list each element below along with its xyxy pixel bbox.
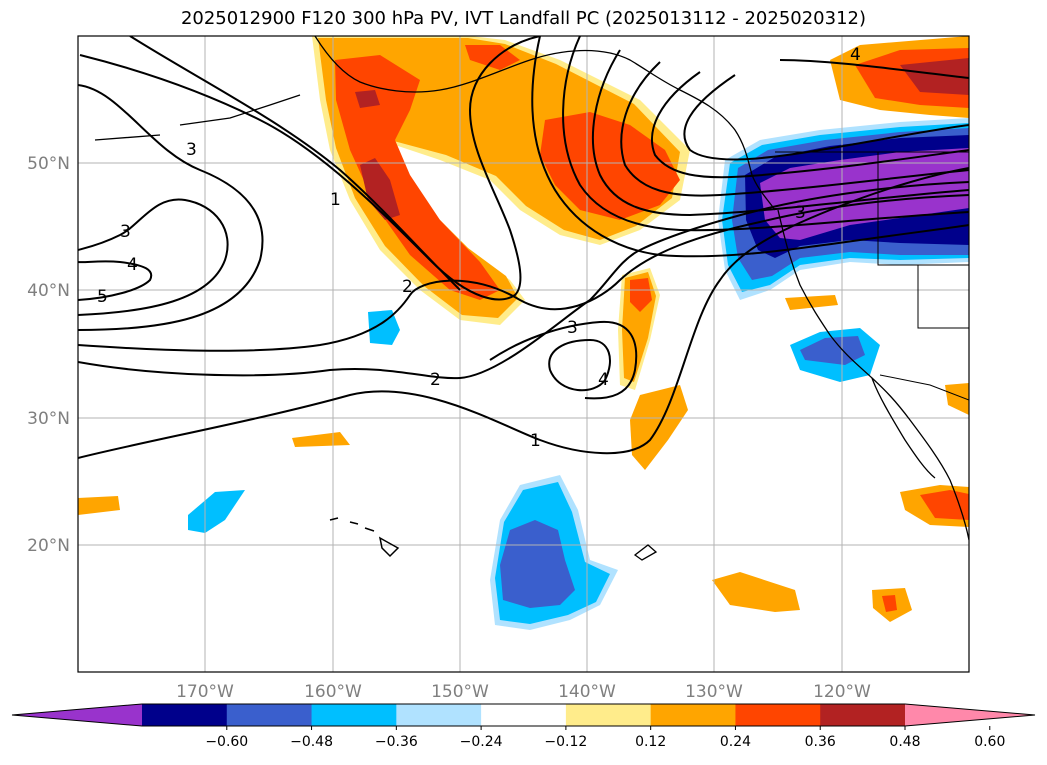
negative-anomaly-west	[188, 490, 245, 533]
border-us-canada	[775, 151, 969, 401]
hawaii-islands	[329, 517, 400, 558]
lon-label-160w: 160°W	[304, 682, 362, 702]
contour-line-ridge-4	[620, 61, 969, 197]
positive-anomaly-central-1c	[630, 278, 652, 312]
contour-label: 1	[330, 190, 341, 210]
contour-labels: 1 2 3 4 1 2 3 3 4 5 3 4	[97, 45, 861, 451]
contour-line-ridge-3	[591, 49, 969, 217]
longitude-labels: 170°W 160°W 150°W 140°W 130°W 120°W	[176, 682, 871, 702]
island-small	[633, 544, 658, 561]
colorbar-extend-min	[12, 704, 142, 726]
positive-anomaly-central-3	[785, 295, 838, 310]
colorbar-tick-label: 0.60	[974, 734, 1005, 750]
colorbar-tick-label: −0.12	[544, 734, 587, 750]
contour-label: 2	[430, 370, 441, 390]
colorbar-tick-label: 0.48	[889, 734, 920, 750]
colorbar-swatch	[142, 704, 228, 726]
contour-line-ridge-2	[562, 36, 969, 232]
lon-label-150w: 150°W	[431, 682, 489, 702]
map-title: 2025012900 F120 300 hPa PV, IVT Landfall…	[180, 8, 867, 29]
contour-label: 5	[97, 287, 108, 307]
positive-anomaly-south-2b	[882, 595, 897, 612]
lon-label-130w: 130°W	[685, 682, 743, 702]
positive-anomaly-darkred-2	[355, 90, 380, 108]
positive-anomaly-darkred-1	[360, 158, 400, 220]
colorbar-swatch	[735, 704, 821, 726]
positive-anomaly-west-1	[292, 432, 350, 447]
colorbar-swatch	[565, 704, 652, 726]
colorbar-tick-label: 0.24	[720, 734, 751, 750]
contour-label: 4	[127, 255, 138, 275]
coastline-baja	[871, 377, 936, 479]
lon-label-170w: 170°W	[176, 682, 234, 702]
map-frame	[77, 35, 970, 673]
positive-anomaly-east-edge	[945, 383, 969, 415]
contour-line-4	[78, 84, 264, 331]
contour-line-2	[78, 181, 969, 380]
positive-anomaly-bc-coast	[540, 112, 680, 220]
contour-line-6	[78, 260, 153, 301]
contour-label: 4	[598, 370, 609, 390]
contour-line-low-outer	[489, 320, 638, 400]
lon-label-140w: 140°W	[558, 682, 616, 702]
positive-anomaly-west-2	[78, 496, 120, 515]
negative-anomaly-south-blue	[500, 520, 575, 608]
map-gridlines	[78, 36, 969, 672]
colorbar-swatch	[311, 704, 397, 726]
contour-line-low-center	[548, 338, 611, 392]
lat-label-50: 50°N	[27, 154, 70, 174]
positive-anomaly-south-1	[712, 572, 800, 612]
positive-anomaly-northeast-darkred	[900, 58, 969, 95]
contour-label: 3	[186, 140, 197, 160]
ivt-shading	[78, 36, 969, 630]
colorbar-tick-label: −0.36	[375, 734, 418, 750]
negative-anomaly-baja-blue	[800, 336, 865, 365]
colorbar-swatch	[396, 704, 482, 726]
colorbar-swatch	[481, 704, 567, 726]
negative-anomaly-hawaii-n	[368, 310, 400, 345]
contour-label: 1	[530, 431, 541, 451]
colorbar-tick-label: −0.60	[205, 734, 248, 750]
contour-label: 3	[120, 222, 131, 242]
lat-label-40: 40°N	[27, 281, 70, 301]
colorbar-swatch	[650, 704, 736, 726]
lon-label-120w: 120°W	[813, 682, 871, 702]
contour-line-gulf-1	[79, 36, 541, 301]
contour-line-5	[78, 198, 229, 316]
colorbar-swatch	[820, 704, 906, 726]
contour-line-ridge-6	[683, 74, 969, 161]
pv-contours	[78, 36, 969, 459]
positive-anomaly-gulf-alaska-strong	[335, 55, 500, 300]
colorbar-outline	[11, 703, 1036, 727]
contour-line-gulf-2	[129, 36, 461, 291]
coastlines	[94, 36, 969, 561]
contour-label: 3	[567, 318, 578, 338]
colorbar-extend-max	[905, 704, 1035, 726]
contour-label: 2	[402, 277, 413, 297]
colorbar-tick-label: −0.24	[460, 734, 503, 750]
contour-line-1	[78, 167, 969, 459]
contour-line-3	[78, 194, 969, 352]
contour-line-ridge-1	[531, 36, 969, 258]
lat-label-30: 30°N	[27, 409, 70, 429]
colorbar: −0.60 −0.48 −0.36 −0.24 −0.12 0.12 0.24 0.36 0.4…	[11, 703, 1036, 750]
contour-line-ridge-7	[779, 59, 969, 79]
colorbar-tick-label: 0.12	[635, 734, 666, 750]
colorbar-tick-label: 0.36	[805, 734, 836, 750]
colorbar-tick-label: −0.48	[290, 734, 333, 750]
contour-label: 4	[850, 45, 861, 65]
latitude-labels: 50°N 40°N 30°N 20°N	[27, 154, 70, 556]
colorbar-swatch	[226, 704, 313, 726]
lat-label-20: 20°N	[27, 536, 70, 556]
coastline-aleutians	[94, 94, 301, 141]
contour-label: 3	[795, 203, 806, 223]
coastline-alaska	[314, 36, 776, 211]
positive-anomaly-alaska-peninsula	[465, 45, 520, 70]
contour-line-ridge-5	[651, 71, 969, 179]
